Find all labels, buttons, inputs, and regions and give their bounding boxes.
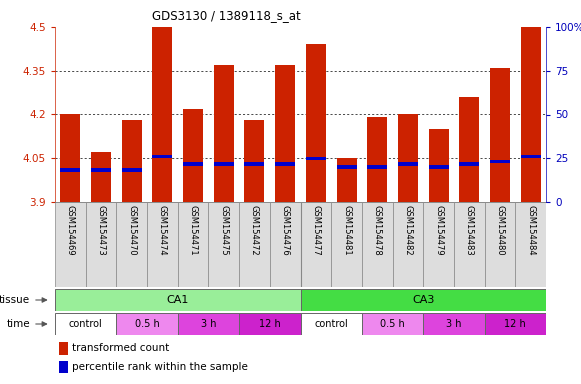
Bar <box>367 118 387 202</box>
Bar <box>275 162 295 166</box>
Text: CA1: CA1 <box>167 295 189 305</box>
Bar <box>152 155 173 158</box>
Text: GSM154479: GSM154479 <box>434 205 443 255</box>
Bar <box>59 342 68 354</box>
Bar <box>116 313 178 335</box>
Bar <box>55 202 85 287</box>
Text: GSM154474: GSM154474 <box>158 205 167 255</box>
Bar <box>214 162 234 166</box>
Bar <box>331 202 362 287</box>
Bar <box>454 202 485 287</box>
Bar <box>85 202 116 287</box>
Bar <box>485 313 546 335</box>
Bar <box>367 166 387 169</box>
Text: 0.5 h: 0.5 h <box>135 319 159 329</box>
Bar <box>306 45 326 202</box>
Bar <box>152 27 173 202</box>
Bar <box>398 162 418 166</box>
Bar <box>490 68 510 202</box>
Text: 12 h: 12 h <box>259 319 281 329</box>
Text: GSM154476: GSM154476 <box>281 205 290 255</box>
Text: control: control <box>69 319 103 329</box>
Bar <box>306 157 326 160</box>
Bar <box>429 166 449 169</box>
Text: CA3: CA3 <box>412 295 435 305</box>
Bar <box>300 202 331 287</box>
Bar <box>300 289 546 311</box>
Bar <box>245 120 264 202</box>
Bar <box>300 313 362 335</box>
Text: GSM154472: GSM154472 <box>250 205 259 255</box>
Bar <box>460 97 479 202</box>
Text: GSM154469: GSM154469 <box>66 205 75 255</box>
Bar <box>485 202 515 287</box>
Bar <box>55 313 116 335</box>
Bar <box>59 361 68 374</box>
Text: GSM154473: GSM154473 <box>96 205 106 255</box>
Text: GSM154475: GSM154475 <box>219 205 228 255</box>
Text: percentile rank within the sample: percentile rank within the sample <box>71 362 248 372</box>
Bar <box>239 313 300 335</box>
Bar <box>336 158 357 202</box>
Bar <box>423 313 485 335</box>
Text: GSM154481: GSM154481 <box>342 205 351 255</box>
Bar <box>362 313 423 335</box>
Bar <box>183 162 203 166</box>
Text: control: control <box>314 319 348 329</box>
Bar <box>116 202 147 287</box>
Text: GSM154477: GSM154477 <box>311 205 320 255</box>
Bar <box>398 114 418 202</box>
Text: GSM154480: GSM154480 <box>496 205 504 255</box>
Bar <box>521 27 541 202</box>
Bar <box>214 65 234 202</box>
Text: GSM154483: GSM154483 <box>465 205 474 255</box>
Bar <box>521 155 541 158</box>
Bar <box>270 202 300 287</box>
Bar <box>245 162 264 166</box>
Text: GSM154482: GSM154482 <box>403 205 413 255</box>
Bar <box>60 114 80 202</box>
Bar <box>423 202 454 287</box>
Bar <box>393 202 423 287</box>
Text: GSM154471: GSM154471 <box>189 205 198 255</box>
Bar <box>239 202 270 287</box>
Bar <box>122 120 142 202</box>
Text: GSM154470: GSM154470 <box>127 205 136 255</box>
Text: 3 h: 3 h <box>200 319 216 329</box>
Bar <box>183 109 203 202</box>
Bar <box>91 152 111 202</box>
Text: 3 h: 3 h <box>446 319 462 329</box>
Bar <box>515 202 546 287</box>
Bar <box>429 129 449 202</box>
Bar <box>490 160 510 163</box>
Bar <box>275 65 295 202</box>
Bar <box>91 168 111 172</box>
Bar <box>178 202 209 287</box>
Text: 0.5 h: 0.5 h <box>380 319 405 329</box>
Text: GSM154484: GSM154484 <box>526 205 535 255</box>
Text: transformed count: transformed count <box>71 343 169 353</box>
Bar <box>122 168 142 172</box>
Text: time: time <box>6 319 30 329</box>
Bar <box>336 166 357 169</box>
Bar <box>178 313 239 335</box>
Bar <box>147 202 178 287</box>
Text: GDS3130 / 1389118_s_at: GDS3130 / 1389118_s_at <box>152 9 301 22</box>
Bar <box>362 202 393 287</box>
Bar <box>55 289 300 311</box>
Bar <box>460 162 479 166</box>
Bar <box>60 168 80 172</box>
Text: 12 h: 12 h <box>504 319 526 329</box>
Text: tissue: tissue <box>0 295 30 305</box>
Bar <box>209 202 239 287</box>
Text: GSM154478: GSM154478 <box>373 205 382 255</box>
